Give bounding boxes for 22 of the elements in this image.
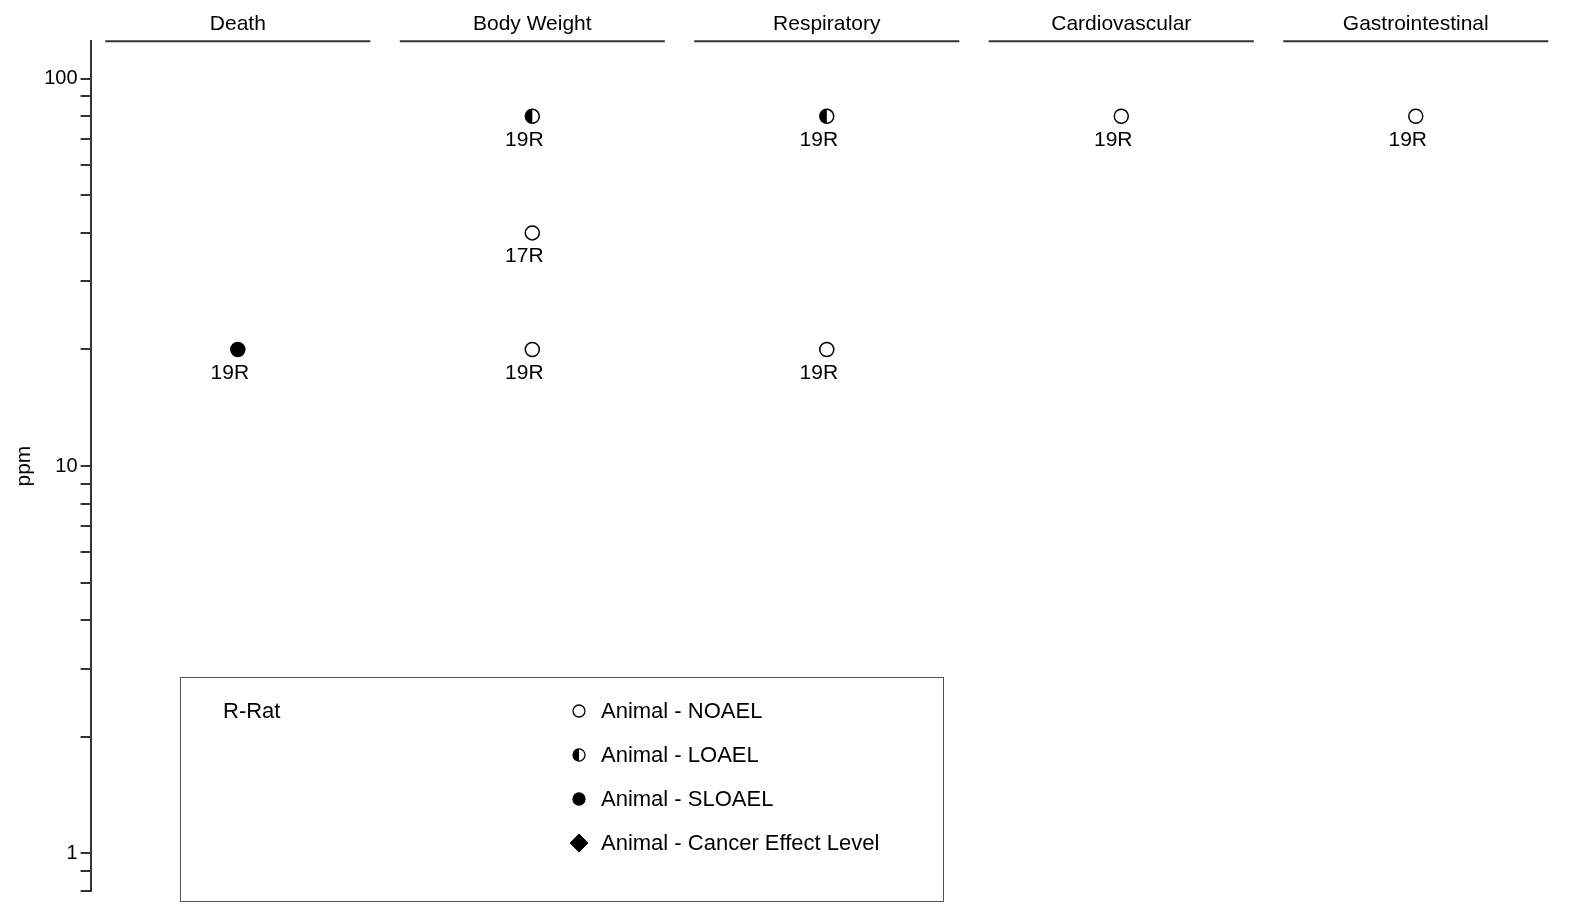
legend-label: Animal - NOAEL — [601, 698, 763, 724]
annotation: 19R — [1094, 126, 1133, 150]
x-tick-label: Gastrointestinal — [1342, 11, 1489, 35]
y-axis-title: ppm — [11, 445, 35, 487]
annotation: 19R — [1388, 126, 1428, 150]
annotation: 17R — [505, 243, 544, 267]
y-tick-label: 10 — [55, 453, 78, 476]
y-tick-label: 100 — [44, 66, 78, 89]
annotation: 19R — [505, 359, 544, 383]
legend-title: R-Rat — [223, 698, 281, 724]
x-tick-label: Death — [209, 11, 266, 35]
annotation: 19R — [799, 126, 839, 150]
annotation: 19R — [799, 359, 839, 383]
annotation: 19R — [210, 359, 250, 383]
legend-label: Animal - Cancer Effect Level — [601, 830, 880, 856]
legend-label: Animal - LOAEL — [601, 742, 759, 768]
legend-label: Animal - SLOAEL — [601, 786, 774, 812]
x-tick-label: Cardiovascular — [1051, 11, 1192, 35]
x-tick-label: Body Weight — [472, 11, 592, 35]
x-tick-label: Respiratory — [773, 11, 881, 35]
y-tick-label: 1 — [66, 840, 78, 863]
annotation: 19R — [505, 126, 544, 150]
